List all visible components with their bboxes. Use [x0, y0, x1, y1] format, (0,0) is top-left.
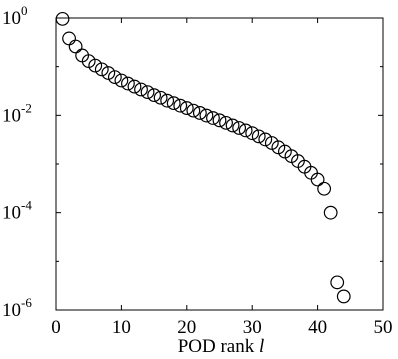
data-point: [134, 82, 148, 97]
data-point: [206, 111, 220, 125]
data-point: [173, 98, 188, 113]
data-point: [153, 90, 168, 105]
data-point: [55, 11, 70, 26]
plot-frame: [55, 17, 384, 311]
data-point: [317, 181, 332, 196]
x-tick-label: 0: [51, 317, 61, 338]
data-point: [107, 70, 122, 85]
x-axis-title-var: l: [259, 336, 264, 357]
y-tick-label: 10-2: [2, 100, 32, 126]
y-tick-exponent: 0: [21, 3, 28, 18]
x-tick-label: 40: [308, 317, 327, 338]
data-point: [121, 76, 135, 91]
data-point: [232, 121, 247, 135]
data-point: [101, 66, 116, 80]
data-point: [258, 132, 273, 147]
y-tick-exponent: -6: [21, 295, 32, 310]
data-point: [330, 275, 345, 290]
data-point: [160, 93, 175, 108]
data-point: [147, 88, 162, 103]
x-tick-label: 30: [243, 317, 262, 338]
x-tick-label: 20: [177, 317, 196, 338]
data-point: [192, 106, 207, 120]
x-tick-label: 50: [374, 317, 393, 338]
y-tick-label: 10-4: [2, 198, 32, 224]
data-point: [62, 31, 76, 46]
data-point: [219, 115, 233, 130]
y-tick-base: 10: [2, 105, 21, 126]
data-point: [336, 289, 351, 304]
data-point: [179, 101, 194, 115]
x-tick-label: 10: [112, 317, 131, 338]
axis-ticks: [55, 17, 384, 311]
y-tick-base: 10: [2, 8, 21, 29]
data-point: [186, 103, 201, 118]
data-point: [88, 58, 103, 73]
y-tick-label: 100: [2, 3, 28, 29]
x-axis-title-text: POD rank: [178, 336, 255, 357]
x-axis-title: POD rank l: [178, 336, 265, 357]
data-point: [127, 79, 142, 94]
data-point: [238, 123, 253, 138]
data-point: [251, 129, 266, 144]
data-point: [94, 62, 109, 77]
y-tick-label: 10-6: [2, 295, 32, 321]
data-point: [140, 85, 155, 100]
y-tick-exponent: -2: [21, 100, 32, 115]
y-tick-exponent: -4: [21, 198, 32, 213]
y-tick-base: 10: [2, 203, 21, 224]
data-point: [68, 39, 83, 54]
data-point: [225, 118, 240, 133]
data-point: [245, 126, 260, 141]
data-point: [199, 108, 214, 123]
data-point: [310, 172, 325, 187]
data-point: [212, 113, 227, 128]
data-points: [55, 11, 351, 304]
y-tick-base: 10: [2, 300, 21, 321]
data-point: [166, 96, 181, 111]
data-point: [114, 73, 129, 88]
data-point: [323, 205, 338, 220]
x-tick-labels: 0 10 20 30 40 50: [51, 317, 392, 338]
